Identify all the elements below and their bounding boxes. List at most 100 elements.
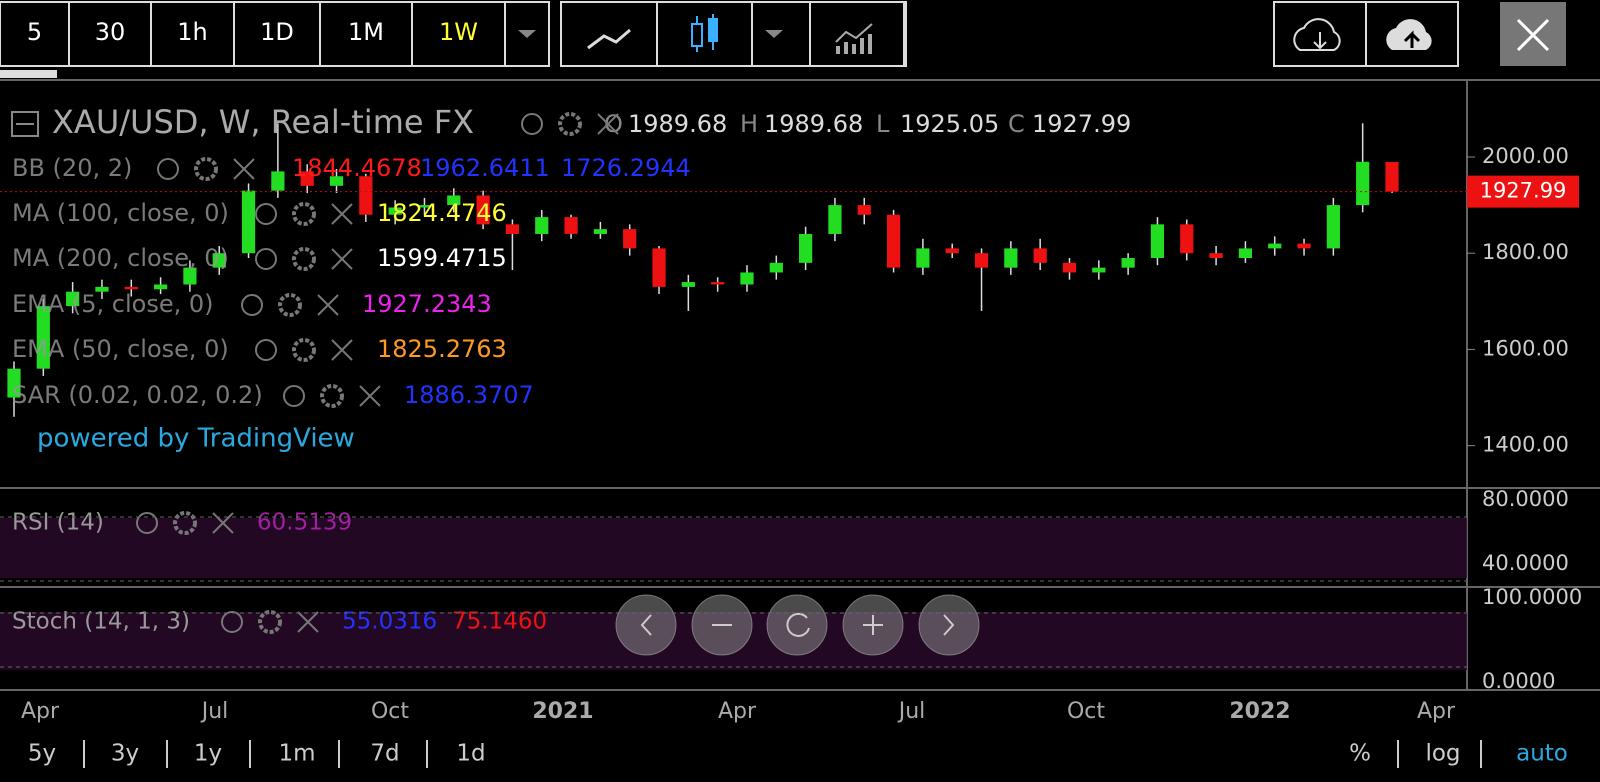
scroll-tab [0,70,57,78]
range-button[interactable]: 1d [456,741,485,767]
indicator-name: MA (200, close, 0) [12,244,229,272]
ohlc-key: C [1008,110,1025,138]
arrow-down [1313,32,1327,50]
candle-body [66,291,80,307]
candle-body [417,205,432,208]
last-price-tag [1467,175,1579,208]
x-tick-label: Apr [718,699,757,724]
interval-dropdown[interactable] [504,1,550,67]
indicator-value: 1824.4746 [377,199,507,227]
interval-label: 5 [27,18,42,46]
candle-body [95,286,109,292]
eye-icon [521,113,543,135]
upload-button[interactable] [1365,1,1459,67]
candle-body [799,233,813,263]
candle-body [329,176,344,186]
indicator-value: 1844.4678 [292,154,422,182]
indicator-value: 1927.2343 [362,290,492,318]
x-tick-label: 2022 [1229,699,1290,724]
candle-body [1121,258,1135,268]
candle-body [1004,248,1018,268]
range-button[interactable]: 1m [278,741,315,767]
indicators-button[interactable] [809,1,905,67]
rsi-value: 60.5139 [257,510,352,536]
gear-icon [320,384,344,408]
candle-body [1326,205,1340,249]
y-tick-label: 2000.00 [1482,144,1569,168]
gear-icon [292,202,316,226]
remove-icon [212,512,234,534]
candle-body [828,205,842,234]
range-button[interactable]: 7d [370,741,399,767]
ohlc-key: L [876,110,890,138]
interval-label: 1h [177,18,207,46]
candle-body [271,171,285,191]
eye-icon [136,512,158,534]
eye-icon [157,158,179,180]
nav-left[interactable] [615,594,677,656]
range-button[interactable]: 3y [111,741,139,767]
remove-icon [233,158,255,180]
style-dropdown[interactable] [765,30,783,38]
ohlc-key: O [604,110,623,138]
eye-icon [255,203,277,225]
stoch-name: Stoch (14, 1, 3) [12,609,190,635]
nav-reset[interactable] [766,594,828,656]
candle-body [300,171,314,186]
ohlc-value: 1927.99 [1032,110,1131,138]
x-tick-label: Oct [371,699,409,724]
interval-label: 1W [439,18,478,46]
nav-right[interactable] [918,594,980,656]
y-tick-label: 1600.00 [1482,336,1569,360]
stoch-tick-label: 0.0000 [1482,669,1555,693]
symbol: XAU/USD, W, Real-time FX [52,103,474,141]
indicator-name: EMA (50, close, 0) [12,335,229,363]
candle-body [447,195,461,206]
collapse-icon [11,111,39,137]
indicators-bars [836,34,872,54]
x-tick-label: Oct [1067,699,1105,724]
eye-icon [221,611,243,633]
eye-icon [255,248,277,270]
candle-body [7,368,21,398]
indicators-icon [835,23,873,43]
last-price-label: 1927.99 [1480,179,1567,203]
scale-option[interactable]: % [1349,741,1371,767]
candle-body [1150,224,1165,259]
scale-option[interactable]: log [1425,741,1460,767]
interval-label: 30 [95,18,126,46]
candle-body [1268,243,1282,249]
candle-body [740,272,754,285]
x-tick-label: 2021 [532,699,593,724]
candle-body [36,306,50,369]
interval-button[interactable] [0,1,70,67]
indicator-name: EMA (5, close, 0) [12,290,214,318]
x-tick-label: Jul [897,699,926,724]
line-chart-icon[interactable] [587,28,631,50]
candle-body [476,195,490,225]
candle-body [593,229,607,234]
candle-chart-icon[interactable] [691,14,718,52]
candle-body [388,207,402,215]
interval-button[interactable] [233,1,321,67]
scale-option[interactable]: auto [1516,741,1568,767]
range-button[interactable]: 1y [194,741,222,767]
y-tick-label: 1800.00 [1482,240,1569,264]
candle-body [241,190,256,254]
range-button[interactable]: 5y [28,741,56,767]
candle-body [183,267,197,285]
stoch-tick-label: 100.0000 [1482,585,1582,609]
candle-body [124,286,138,290]
stoch-d: 75.1460 [452,609,547,635]
rsi-band [0,518,1467,578]
eye-icon [283,385,305,407]
y-tick-label: 1400.00 [1482,433,1569,457]
candle-body [564,217,578,234]
candle-body [1238,248,1253,259]
candle-body [974,253,989,268]
x-tick-label: Jul [200,699,229,724]
arrow-up [1403,30,1421,48]
remove-icon [359,385,381,407]
indicator-name: SAR (0.02, 0.02, 0.2) [12,381,263,409]
interval-button[interactable] [319,1,413,67]
